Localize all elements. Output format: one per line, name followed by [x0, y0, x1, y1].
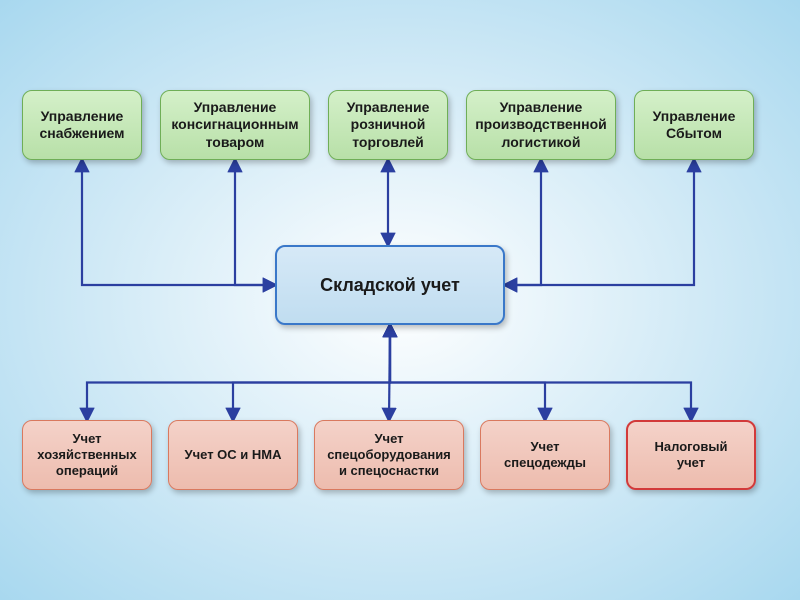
node-prodlog: Управление производственной логистикой: [466, 90, 616, 160]
node-label: Управление розничной торговлей: [347, 99, 430, 152]
node-sales: Управление Сбытом: [634, 90, 754, 160]
node-label: Управление снабжением: [39, 108, 124, 143]
node-supply: Управление снабжением: [22, 90, 142, 160]
node-specequip: Учет спецоборудования и спецоснастки: [314, 420, 464, 490]
node-label: Учет спецодежды: [504, 439, 586, 472]
node-label: Управление производственной логистикой: [475, 99, 607, 152]
node-label: Учет ОС и НМА: [185, 447, 282, 463]
node-retail: Управление розничной торговлей: [328, 90, 448, 160]
node-label: Учет спецоборудования и спецоснастки: [327, 431, 451, 480]
node-consignment: Управление консигнационным товаром: [160, 90, 310, 160]
node-label: Учет хозяйственных операций: [37, 431, 136, 480]
node-label: Налоговый учет: [655, 439, 728, 472]
node-label: Складской учет: [320, 274, 460, 297]
node-household: Учет хозяйственных операций: [22, 420, 152, 490]
node-tax: Налоговый учет: [626, 420, 756, 490]
node-label: Управление консигнационным товаром: [171, 99, 298, 152]
node-label: Управление Сбытом: [653, 108, 736, 143]
node-specwear: Учет спецодежды: [480, 420, 610, 490]
node-warehouse: Складской учет: [275, 245, 505, 325]
node-os-nma: Учет ОС и НМА: [168, 420, 298, 490]
